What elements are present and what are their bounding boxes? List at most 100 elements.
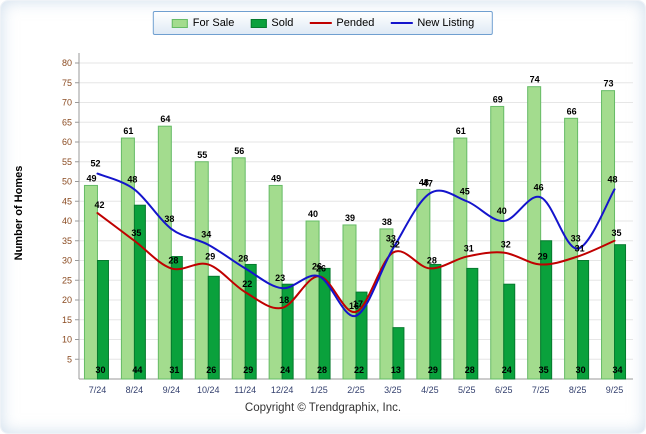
svg-text:29: 29 xyxy=(538,251,548,261)
svg-text:73: 73 xyxy=(604,79,614,89)
svg-text:26: 26 xyxy=(316,263,326,273)
svg-text:30: 30 xyxy=(95,365,105,375)
svg-text:7/25: 7/25 xyxy=(532,385,550,395)
legend-item-sold: Sold xyxy=(250,17,293,29)
svg-text:4/25: 4/25 xyxy=(421,385,439,395)
svg-text:28: 28 xyxy=(238,253,248,263)
svg-text:38: 38 xyxy=(164,214,174,224)
svg-text:10: 10 xyxy=(62,335,72,345)
svg-text:50: 50 xyxy=(62,177,72,187)
legend-label-pended: Pended xyxy=(336,17,375,29)
svg-text:32: 32 xyxy=(501,240,511,250)
svg-text:23: 23 xyxy=(275,273,285,283)
svg-text:9/24: 9/24 xyxy=(163,385,181,395)
svg-text:1/25: 1/25 xyxy=(310,385,328,395)
svg-text:35: 35 xyxy=(131,228,141,238)
svg-text:65: 65 xyxy=(62,117,72,127)
svg-text:24: 24 xyxy=(502,365,512,375)
svg-text:22: 22 xyxy=(242,279,252,289)
svg-text:17: 17 xyxy=(353,299,363,309)
svg-text:61: 61 xyxy=(123,126,133,136)
svg-text:29: 29 xyxy=(205,251,215,261)
svg-text:40: 40 xyxy=(62,216,72,226)
svg-text:48: 48 xyxy=(608,174,618,184)
svg-text:15: 15 xyxy=(62,315,72,325)
svg-text:69: 69 xyxy=(493,94,503,104)
svg-text:25: 25 xyxy=(62,275,72,285)
svg-text:5/25: 5/25 xyxy=(458,385,476,395)
svg-text:10/24: 10/24 xyxy=(197,385,220,395)
for-sale-swatch xyxy=(171,18,188,28)
svg-text:5: 5 xyxy=(67,354,72,364)
svg-text:30: 30 xyxy=(62,256,72,266)
legend-label-new-listing: New Listing xyxy=(417,17,475,29)
svg-text:55: 55 xyxy=(62,157,72,167)
svg-text:55: 55 xyxy=(197,150,207,160)
svg-text:42: 42 xyxy=(94,200,104,210)
svg-text:26: 26 xyxy=(312,261,322,271)
svg-text:61: 61 xyxy=(456,126,466,136)
svg-text:31: 31 xyxy=(464,244,474,254)
svg-text:38: 38 xyxy=(382,217,392,227)
svg-text:34: 34 xyxy=(201,230,211,240)
svg-text:46: 46 xyxy=(534,182,544,192)
svg-text:12/24: 12/24 xyxy=(271,385,294,395)
svg-text:11/24: 11/24 xyxy=(234,385,256,395)
svg-text:40: 40 xyxy=(497,206,507,216)
svg-text:33: 33 xyxy=(386,234,396,244)
legend-item-new-listing: New Listing xyxy=(390,17,474,29)
svg-text:32: 32 xyxy=(390,240,400,250)
svg-text:26: 26 xyxy=(206,365,216,375)
svg-text:18: 18 xyxy=(279,295,289,305)
svg-text:40: 40 xyxy=(308,209,318,219)
svg-text:48: 48 xyxy=(419,177,429,187)
svg-text:49: 49 xyxy=(271,173,281,183)
svg-text:45: 45 xyxy=(62,196,72,206)
svg-text:22: 22 xyxy=(354,365,364,375)
svg-text:31: 31 xyxy=(575,244,585,254)
copyright-text: Copyright © Trendgraphix, Inc. xyxy=(244,402,402,414)
svg-text:56: 56 xyxy=(234,146,244,156)
svg-text:28: 28 xyxy=(168,255,178,265)
svg-text:9/25: 9/25 xyxy=(606,385,624,395)
svg-text:20: 20 xyxy=(62,295,72,305)
svg-text:49: 49 xyxy=(86,173,96,183)
svg-text:24: 24 xyxy=(280,365,290,375)
svg-text:6/25: 6/25 xyxy=(495,385,513,395)
svg-text:8/25: 8/25 xyxy=(569,385,587,395)
svg-text:35: 35 xyxy=(612,228,622,238)
svg-text:28: 28 xyxy=(427,255,437,265)
svg-text:39: 39 xyxy=(345,213,355,223)
svg-text:74: 74 xyxy=(530,75,540,85)
sold-swatch xyxy=(250,18,267,28)
svg-text:70: 70 xyxy=(62,98,72,108)
svg-text:80: 80 xyxy=(62,58,72,68)
svg-text:44: 44 xyxy=(132,365,142,375)
svg-text:28: 28 xyxy=(317,365,327,375)
svg-text:2/25: 2/25 xyxy=(347,385,365,395)
svg-text:52: 52 xyxy=(90,159,100,169)
legend-label-sold: Sold xyxy=(271,17,294,29)
legend-item-for-sale: For Sale xyxy=(171,17,235,29)
svg-text:64: 64 xyxy=(160,114,170,124)
svg-text:16: 16 xyxy=(349,301,359,311)
svg-text:45: 45 xyxy=(460,186,470,196)
svg-text:29: 29 xyxy=(243,365,253,375)
chart-legend: For Sale Sold Pended New Listing xyxy=(152,11,494,35)
svg-text:7/24: 7/24 xyxy=(89,385,107,395)
svg-text:35: 35 xyxy=(539,365,549,375)
svg-text:8/24: 8/24 xyxy=(126,385,144,395)
svg-text:60: 60 xyxy=(62,137,72,147)
legend-item-pended: Pended xyxy=(309,17,374,29)
legend-label-for-sale: For Sale xyxy=(192,17,235,29)
svg-text:75: 75 xyxy=(62,78,72,88)
svg-text:28: 28 xyxy=(465,365,475,375)
svg-text:31: 31 xyxy=(169,365,179,375)
svg-text:35: 35 xyxy=(62,236,72,246)
svg-text:47: 47 xyxy=(423,178,433,188)
svg-text:34: 34 xyxy=(613,365,623,375)
pended-swatch xyxy=(309,22,332,24)
svg-text:66: 66 xyxy=(567,106,577,116)
